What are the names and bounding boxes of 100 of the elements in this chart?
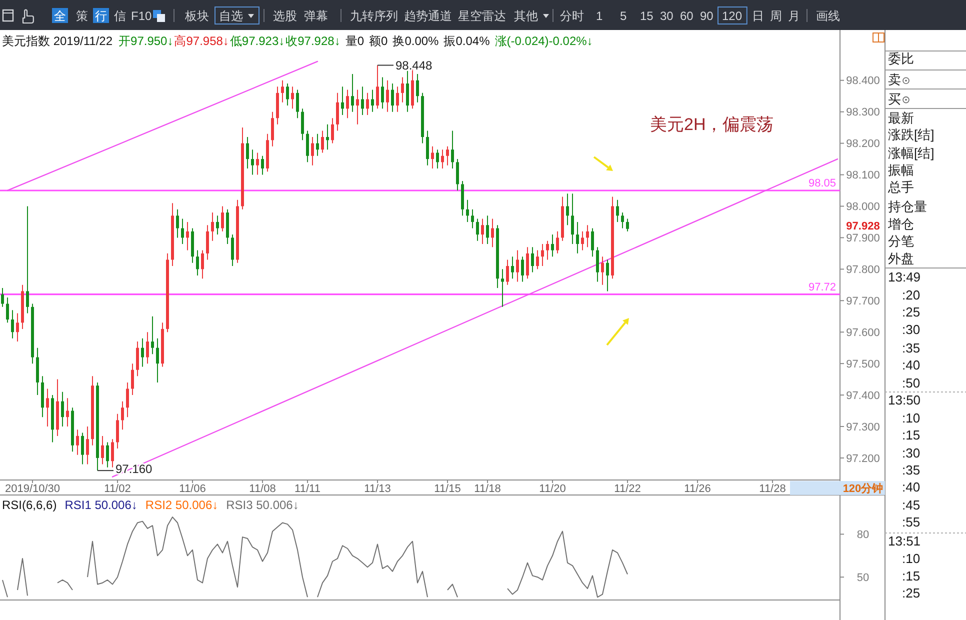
text: 97.928 [846, 220, 880, 233]
text: 振幅 [888, 162, 914, 178]
y-tick-label: 98.300 [846, 106, 880, 119]
y-tick-label: 98.200 [846, 138, 880, 150]
candlestick [481, 218, 484, 244]
text: 分时 [560, 9, 584, 23]
candlestick [111, 438, 114, 468]
candlestick [181, 218, 184, 244]
candlestick [491, 218, 494, 248]
text: 选股 [273, 9, 297, 23]
candlestick [246, 136, 249, 169]
candlestick [381, 76, 384, 110]
text: :30 [902, 322, 920, 338]
candlestick [86, 426, 89, 465]
x-tick-label: 11/11 [294, 483, 320, 495]
candlestick [581, 230, 584, 251]
annotation: 低97.923↓ [230, 34, 285, 48]
y-tick-label: 50 [856, 572, 870, 584]
candlestick [401, 76, 404, 103]
candlestick [6, 296, 9, 324]
candlestick [621, 212, 624, 229]
candlestick [456, 158, 459, 191]
candlestick [506, 259, 509, 286]
text: 板块 [184, 9, 209, 23]
candlestick [396, 86, 399, 112]
candlestick [351, 74, 354, 112]
candlestick [346, 89, 349, 119]
candlestick [371, 89, 374, 112]
candlestick [626, 218, 629, 232]
candlestick [471, 208, 474, 229]
candlestick [446, 146, 449, 166]
candlestick [141, 338, 144, 368]
candlestick [406, 70, 409, 112]
x-tick-label: 11/18 [474, 483, 501, 495]
text: 涨幅[结] [888, 145, 934, 160]
text: 外盘 [888, 251, 914, 266]
candlestick [151, 316, 154, 355]
candlestick [531, 246, 534, 273]
text: 月 [788, 9, 800, 23]
text: :45 [902, 498, 920, 513]
y-tick-label: 97.500 [846, 358, 880, 370]
text: :40 [902, 480, 920, 495]
text: :20 [902, 288, 920, 303]
candlestick [516, 250, 519, 282]
legend-label: RSI2 50.006↓ [145, 498, 218, 512]
candlestick [116, 413, 119, 450]
candlestick [586, 224, 589, 248]
candlestick [436, 149, 439, 169]
text: :35 [902, 462, 920, 478]
y-tick-label: 97.300 [846, 421, 880, 434]
text: 120分钟 [842, 482, 884, 495]
candlestick [131, 363, 134, 396]
text: 自选 [219, 9, 243, 23]
text: 持仓量 [888, 199, 927, 214]
candlestick [341, 86, 344, 116]
candlestick [596, 246, 599, 282]
text: 13:50 [888, 392, 921, 408]
x-tick-label: 11/06 [179, 483, 206, 495]
candlestick [356, 89, 359, 125]
candlestick [231, 234, 234, 267]
annotation: 额0 [369, 34, 388, 48]
y-tick-label: 98.100 [846, 170, 880, 182]
candlestick [556, 230, 559, 254]
text: 13:51 [888, 534, 921, 549]
annotation: 高97.958↓ [174, 34, 229, 48]
candlestick [541, 243, 544, 267]
candlestick [211, 212, 214, 242]
candlestick [66, 398, 69, 428]
candlestick [386, 80, 389, 112]
text: 总手 [887, 180, 914, 195]
x-tick-label: 11/22 [614, 483, 641, 495]
series-label: RSI3 50.006↓ [226, 498, 299, 512]
annotation: 换0.00% [392, 34, 440, 48]
candlestick [361, 86, 364, 116]
text: 九转序列 [350, 9, 398, 23]
candlestick [366, 92, 369, 116]
candlestick [551, 234, 554, 258]
y-tick-label: 80 [856, 529, 870, 542]
candlestick [431, 146, 434, 169]
ref-line-label: 98.05 [808, 177, 836, 190]
x-tick-label: 11/13 [364, 483, 391, 495]
text: 增仓 [887, 216, 914, 232]
candlestick [186, 221, 189, 251]
candlestick [176, 208, 179, 238]
x-tick-label: 11/15 [434, 483, 461, 495]
candlestick [576, 221, 579, 254]
x-tick-label: 11/08 [249, 483, 276, 495]
y-tick-label: 97.700 [846, 295, 880, 308]
x-tick-label: 11/20 [539, 483, 566, 495]
candlestick [391, 82, 394, 112]
candlestick [126, 382, 129, 418]
chart-title: 美元指数 2019/11/22 [2, 34, 113, 48]
candlestick [301, 108, 304, 141]
text: :55 [902, 514, 920, 530]
candlestick [311, 136, 314, 166]
y-tick-label: 97.800 [846, 264, 880, 276]
candlestick [296, 89, 299, 119]
candlestick [571, 193, 574, 244]
candlestick [606, 259, 609, 292]
candlestick [616, 199, 619, 222]
